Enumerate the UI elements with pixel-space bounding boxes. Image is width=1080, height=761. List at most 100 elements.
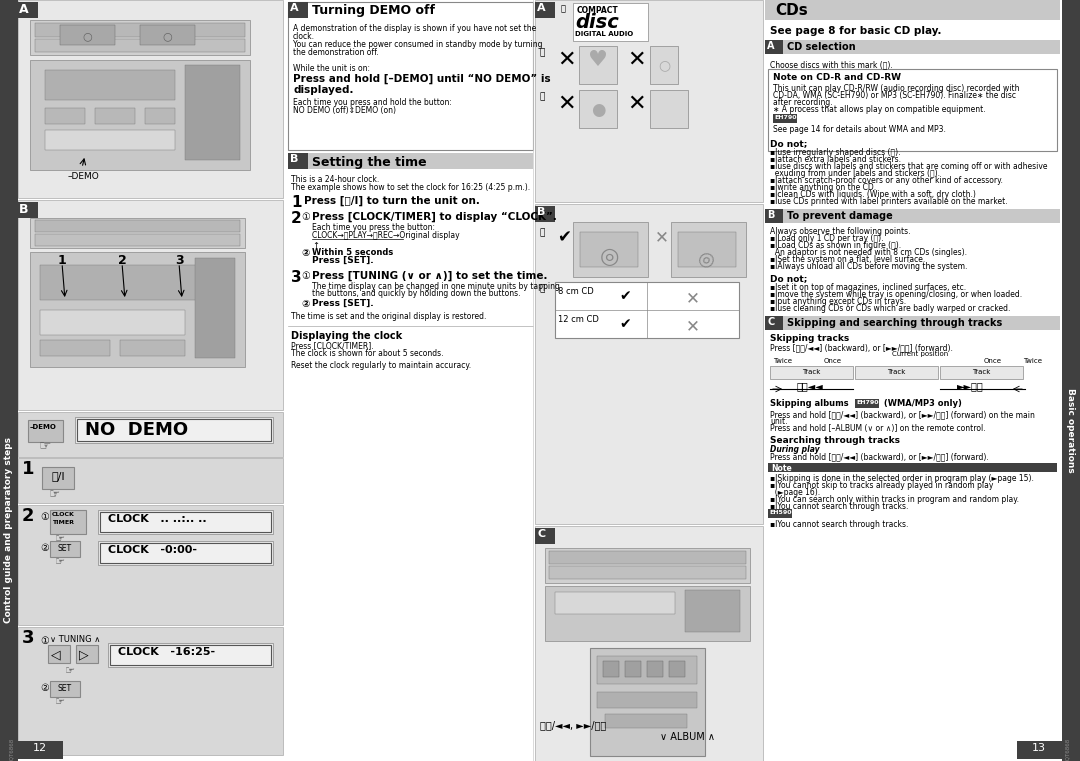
Bar (45, 130, 175, 150)
Text: ②: ② (40, 683, 49, 693)
Bar (1017, 741, 1062, 759)
Bar (597, 692, 697, 708)
Text: An adaptor is not needed with 8 cm CDs (singles).: An adaptor is not needed with 8 cm CDs (… (770, 248, 967, 257)
Text: To prevent damage: To prevent damage (787, 211, 893, 221)
Bar (45, 108, 85, 124)
Text: ○: ○ (658, 58, 670, 72)
Text: ⏮⏪/◄◄, ►►/⏩⏭: ⏮⏪/◄◄, ►►/⏩⏭ (540, 720, 606, 730)
Text: ▪lAlways unload all CDs before moving the system.: ▪lAlways unload all CDs before moving th… (770, 262, 968, 271)
Bar (545, 548, 750, 583)
Bar (28, 420, 63, 442)
Text: 1: 1 (291, 195, 301, 210)
Text: ▪lclean CDs with liquids. (Wipe with a soft, dry cloth.): ▪lclean CDs with liquids. (Wipe with a s… (770, 190, 976, 199)
Bar (549, 566, 746, 579)
Text: Ⓐ: Ⓐ (561, 4, 566, 13)
Text: B: B (19, 203, 28, 216)
Text: ▪lLoad CDs as shown in figure (Ⓐ).: ▪lLoad CDs as shown in figure (Ⓐ). (770, 241, 901, 250)
Text: CD selection: CD selection (787, 42, 855, 52)
Bar (75, 417, 273, 443)
Text: See page 8 for basic CD play.: See page 8 for basic CD play. (770, 26, 942, 36)
Text: Ⓒ: Ⓒ (540, 92, 545, 101)
Text: CLOCK   -0:00-: CLOCK -0:00- (108, 545, 197, 555)
Text: ▪luse discs with labels and stickers that are coming off or with adhesive: ▪luse discs with labels and stickers tha… (770, 162, 1048, 171)
Text: Once: Once (824, 358, 842, 364)
Text: Each time you press the button:: Each time you press the button: (312, 223, 435, 232)
Bar (30, 252, 245, 367)
Text: Ⓓ: Ⓓ (540, 228, 545, 237)
Text: CD-DA, WMA (SC-EH790) or MP3 (SC-EH790). Finalize∗ the disc: CD-DA, WMA (SC-EH790) or MP3 (SC-EH790).… (773, 91, 1016, 100)
Text: unit.: unit. (770, 417, 787, 426)
Text: (WMA/MP3 only): (WMA/MP3 only) (881, 399, 962, 408)
Text: the demonstration off.: the demonstration off. (293, 48, 379, 57)
Text: Ⓔ: Ⓔ (540, 284, 545, 293)
Text: Press [TUNING (∨ or ∧)] to set the time.: Press [TUNING (∨ or ∧)] to set the time. (312, 271, 548, 282)
Bar (768, 509, 792, 518)
Text: ○: ○ (162, 31, 172, 41)
Bar (18, 412, 283, 457)
Text: –DEMO: –DEMO (68, 172, 99, 181)
Text: 1: 1 (22, 460, 35, 478)
Text: ✔: ✔ (619, 317, 631, 331)
Bar (42, 467, 75, 489)
Text: SET: SET (58, 684, 72, 693)
Bar (35, 220, 240, 232)
Bar (18, 0, 283, 198)
Bar (50, 510, 86, 534)
Text: Skipping and searching through tracks: Skipping and searching through tracks (787, 318, 1002, 328)
Text: The example shows how to set the clock for 16:25 (4:25 p.m.).: The example shows how to set the clock f… (291, 183, 530, 192)
Bar (535, 526, 762, 761)
Text: EH590: EH590 (769, 510, 792, 515)
Text: CLOCK→⎽PLAY→⎽REC→Original display: CLOCK→⎽PLAY→⎽REC→Original display (312, 231, 460, 240)
Text: ♥: ♥ (588, 50, 608, 70)
Text: CLOCK   .. ..:.. ..: CLOCK .. ..:.. .. (108, 514, 206, 524)
Text: Note on CD-R and CD-RW: Note on CD-R and CD-RW (773, 73, 901, 82)
Bar (100, 512, 271, 532)
Text: 1: 1 (58, 254, 67, 267)
Text: ①: ① (40, 636, 49, 646)
Text: COMPACT: COMPACT (577, 6, 619, 15)
Text: Once: Once (984, 358, 1002, 364)
Bar (18, 627, 283, 755)
Text: 2: 2 (118, 254, 126, 267)
Text: clock.: clock. (293, 32, 315, 41)
Text: Turning DEMO off: Turning DEMO off (312, 4, 435, 17)
Bar (597, 656, 697, 684)
Text: The time is set and the original display is restored.: The time is set and the original display… (291, 312, 486, 321)
Text: Twice: Twice (773, 358, 793, 364)
Text: exuding from under labels and stickers (Ⓒ).: exuding from under labels and stickers (… (770, 169, 940, 178)
Text: You can reduce the power consumed in standby mode by turning: You can reduce the power consumed in sta… (293, 40, 542, 49)
Bar (768, 69, 1057, 151)
Bar (590, 648, 705, 756)
Text: NO  DEMO: NO DEMO (85, 421, 188, 439)
Text: Press and hold [–DEMO] until “NO DEMO” is: Press and hold [–DEMO] until “NO DEMO” i… (293, 74, 551, 84)
Bar (579, 46, 617, 84)
Text: 2: 2 (22, 507, 35, 525)
Bar (288, 2, 534, 150)
Bar (535, 204, 762, 524)
Bar (18, 202, 38, 218)
Text: Each time you press and hold the button:: Each time you press and hold the button: (293, 98, 451, 107)
Text: ▪lm​ove the system while tray is opening/closing, or when loaded.: ▪lm​ove the system while tray is opening… (770, 290, 1022, 299)
Bar (678, 232, 735, 267)
Bar (98, 510, 273, 534)
Text: ✕: ✕ (686, 317, 700, 335)
Text: 12: 12 (32, 743, 48, 753)
Bar (145, 108, 175, 124)
Bar (60, 25, 114, 45)
Text: ◎: ◎ (694, 247, 719, 272)
Bar (535, 0, 762, 202)
Text: Always observe the following points.: Always observe the following points. (770, 227, 910, 236)
Text: ✕: ✕ (557, 50, 576, 70)
Text: A: A (19, 3, 29, 16)
Text: Note: Note (771, 464, 792, 473)
Text: ●: ● (591, 101, 605, 119)
Bar (288, 153, 308, 169)
Text: 3: 3 (22, 629, 35, 647)
Text: B: B (537, 207, 545, 217)
Text: Displaying the clock: Displaying the clock (291, 331, 402, 341)
Bar (1062, 0, 1080, 761)
Text: NO DEMO (off)⇕DEMO (on): NO DEMO (off)⇕DEMO (on) (293, 106, 396, 115)
Text: Press and hold [–ALBUM (∨ or ∧)] on the remote control.: Press and hold [–ALBUM (∨ or ∧)] on the … (770, 424, 986, 433)
Bar (185, 65, 240, 160)
Text: Choose discs with this mark (Ⓐ).: Choose discs with this mark (Ⓐ). (770, 60, 893, 69)
